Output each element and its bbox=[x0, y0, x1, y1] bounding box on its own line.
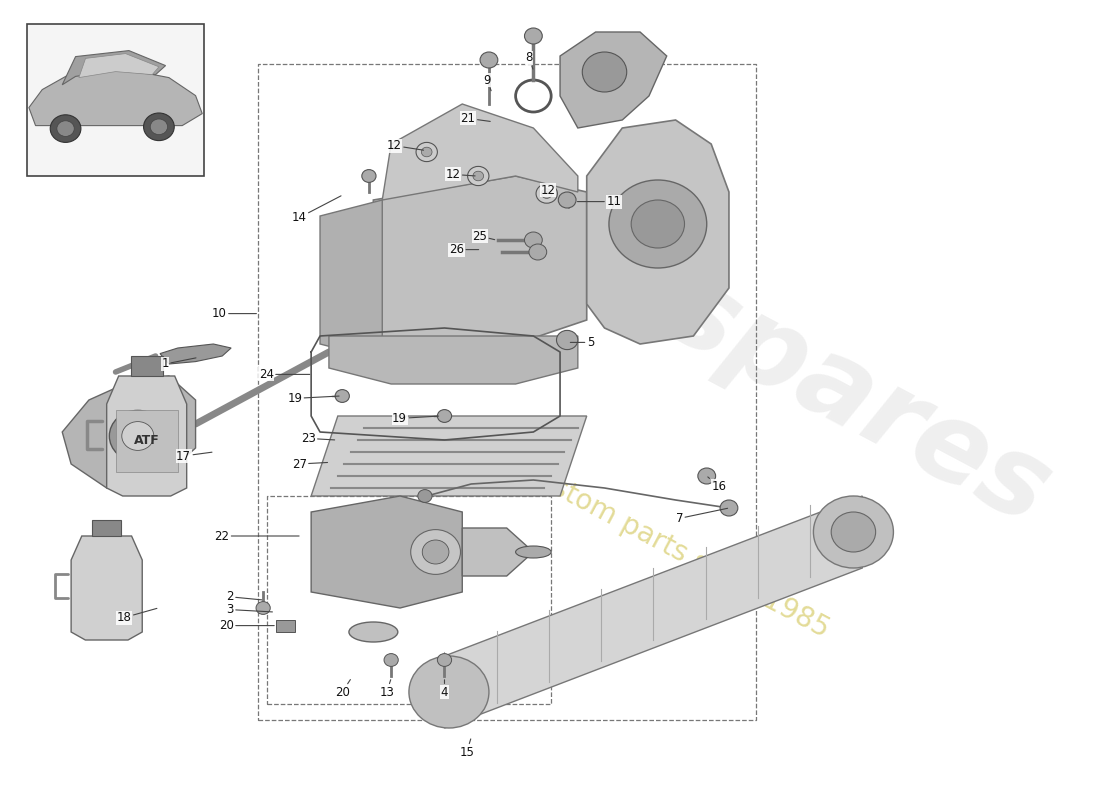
Circle shape bbox=[384, 654, 398, 666]
Circle shape bbox=[57, 121, 74, 136]
Text: 18: 18 bbox=[117, 608, 157, 624]
Polygon shape bbox=[63, 50, 166, 85]
Polygon shape bbox=[29, 69, 202, 126]
Circle shape bbox=[362, 170, 376, 182]
Polygon shape bbox=[320, 200, 383, 360]
Circle shape bbox=[438, 654, 452, 666]
Circle shape bbox=[418, 490, 432, 502]
Circle shape bbox=[720, 500, 738, 516]
Text: 21: 21 bbox=[461, 112, 491, 125]
Polygon shape bbox=[444, 496, 862, 728]
Polygon shape bbox=[462, 528, 534, 576]
Circle shape bbox=[557, 330, 578, 350]
Text: 4: 4 bbox=[441, 680, 448, 698]
Text: 10: 10 bbox=[212, 307, 256, 320]
Circle shape bbox=[525, 28, 542, 44]
Polygon shape bbox=[373, 176, 586, 360]
Ellipse shape bbox=[516, 546, 551, 558]
Circle shape bbox=[416, 142, 438, 162]
Text: 20: 20 bbox=[219, 619, 274, 632]
Text: 1: 1 bbox=[162, 358, 196, 370]
Text: 14: 14 bbox=[292, 196, 341, 224]
Text: 19: 19 bbox=[393, 412, 439, 425]
Polygon shape bbox=[160, 344, 231, 364]
Circle shape bbox=[480, 52, 498, 68]
Text: 19: 19 bbox=[287, 392, 339, 405]
Text: 7: 7 bbox=[675, 508, 727, 525]
Circle shape bbox=[541, 189, 552, 198]
Circle shape bbox=[697, 468, 716, 484]
Circle shape bbox=[813, 496, 893, 568]
Polygon shape bbox=[72, 536, 142, 640]
Circle shape bbox=[410, 530, 461, 574]
Polygon shape bbox=[311, 416, 586, 496]
Bar bbox=[276, 620, 295, 632]
Circle shape bbox=[582, 52, 627, 92]
Text: 12: 12 bbox=[387, 139, 424, 152]
Circle shape bbox=[529, 244, 547, 260]
Circle shape bbox=[559, 192, 576, 208]
Text: 17: 17 bbox=[176, 450, 212, 462]
Text: ATF: ATF bbox=[134, 434, 159, 446]
Polygon shape bbox=[107, 376, 187, 496]
Polygon shape bbox=[586, 120, 729, 344]
Circle shape bbox=[151, 119, 167, 134]
Circle shape bbox=[631, 200, 684, 248]
Text: 13: 13 bbox=[379, 680, 394, 698]
Text: 27: 27 bbox=[292, 458, 328, 470]
Polygon shape bbox=[79, 54, 158, 78]
Text: eurospares: eurospares bbox=[398, 124, 1069, 548]
Bar bbox=[92, 520, 121, 536]
Circle shape bbox=[473, 171, 484, 181]
Text: 25: 25 bbox=[472, 230, 495, 242]
Text: 2: 2 bbox=[227, 590, 262, 603]
Bar bbox=[131, 356, 163, 376]
Text: 20: 20 bbox=[334, 679, 351, 698]
Circle shape bbox=[525, 232, 542, 248]
Bar bbox=[26, 24, 205, 176]
Text: 22: 22 bbox=[214, 530, 299, 542]
Circle shape bbox=[336, 390, 350, 402]
Circle shape bbox=[144, 113, 174, 141]
Text: 3: 3 bbox=[227, 603, 273, 616]
Text: 23: 23 bbox=[300, 432, 334, 445]
Text: 26: 26 bbox=[449, 243, 478, 256]
Circle shape bbox=[536, 184, 558, 203]
Text: 15: 15 bbox=[460, 739, 474, 758]
Text: a custom parts since 1985: a custom parts since 1985 bbox=[495, 445, 835, 643]
Circle shape bbox=[438, 410, 452, 422]
Text: 8: 8 bbox=[526, 51, 532, 69]
Text: 24: 24 bbox=[258, 368, 310, 381]
Circle shape bbox=[832, 512, 876, 552]
Circle shape bbox=[51, 114, 81, 142]
Polygon shape bbox=[383, 104, 578, 200]
Circle shape bbox=[609, 180, 706, 268]
Text: 16: 16 bbox=[707, 477, 726, 493]
Circle shape bbox=[122, 422, 154, 450]
Text: 9: 9 bbox=[483, 74, 491, 90]
Text: 12: 12 bbox=[540, 184, 556, 197]
Text: 11: 11 bbox=[578, 195, 621, 208]
Circle shape bbox=[109, 410, 166, 462]
Circle shape bbox=[422, 540, 449, 564]
Polygon shape bbox=[63, 376, 196, 488]
Circle shape bbox=[468, 166, 488, 186]
Polygon shape bbox=[311, 496, 462, 608]
Bar bbox=[116, 410, 178, 472]
Polygon shape bbox=[560, 32, 667, 128]
Text: 5: 5 bbox=[570, 336, 594, 349]
Circle shape bbox=[409, 656, 488, 728]
Circle shape bbox=[421, 147, 432, 157]
Ellipse shape bbox=[349, 622, 398, 642]
Text: 12: 12 bbox=[446, 168, 475, 181]
Polygon shape bbox=[329, 336, 578, 384]
Circle shape bbox=[256, 602, 271, 614]
